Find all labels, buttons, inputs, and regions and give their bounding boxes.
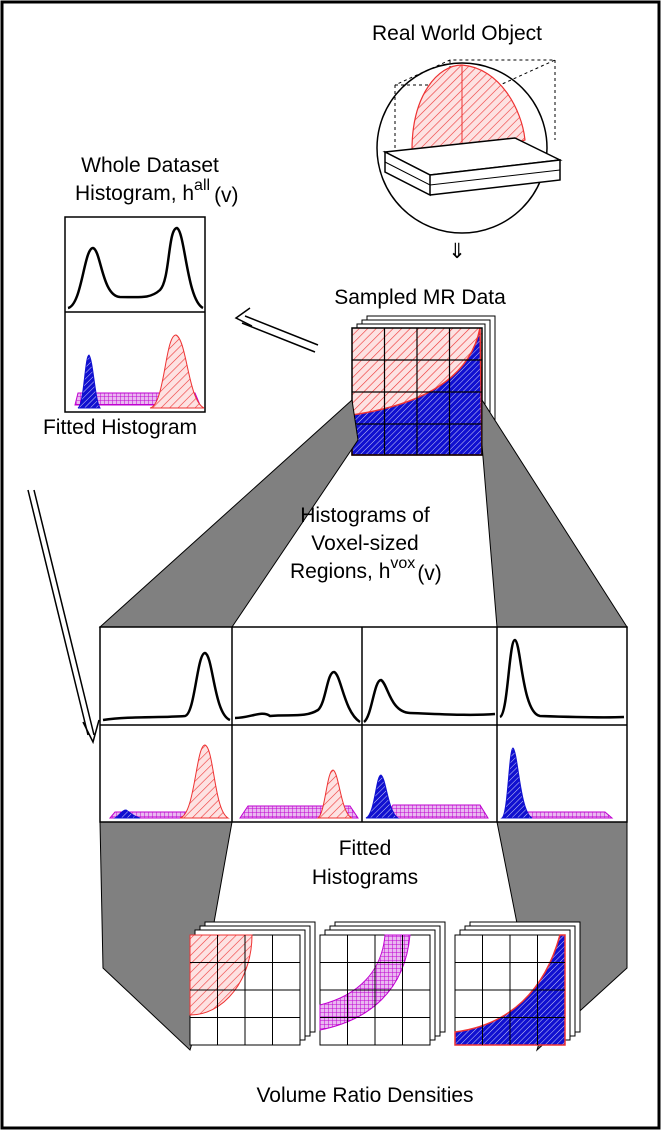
density-grid-blue (455, 922, 580, 1045)
label-line: Regions, h (290, 560, 390, 583)
real-world-object (377, 60, 560, 233)
superscript: all (194, 177, 210, 194)
voxel-histogram-grid-part (385, 805, 488, 818)
voxel-histogram-grid (100, 627, 627, 822)
volume-ratio-densities-label: Volume Ratio Densities (256, 1084, 473, 1107)
density-grid-magenta (320, 922, 445, 1045)
whole-dataset-label: Histogram, hall(v) (75, 177, 239, 207)
sampled-grid (352, 316, 495, 455)
arrow-part (28, 490, 94, 735)
suffix: (v) (417, 562, 442, 585)
whole-dataset-label: Whole Dataset (81, 154, 219, 177)
sampled-mr-data-label: Sampled MR Data (334, 286, 506, 309)
voxel-histograms-label: Histograms of (300, 504, 430, 527)
label-line: Histograms (312, 866, 418, 889)
arrow-part (242, 316, 318, 352)
label-line: Voxel-sized (311, 532, 418, 555)
label-line: Whole Dataset (81, 154, 219, 177)
down-arrow: ⇓ (448, 240, 466, 263)
label-line: Histogram, h (75, 182, 194, 205)
suffix: (v) (214, 184, 239, 207)
page: {"real_world_object": "Real World Object… (0, 0, 661, 1130)
label-line: Fitted (339, 837, 392, 860)
voxel-histograms-label: Regions, hvox(v) (290, 555, 442, 585)
diagram: Real World Object ⇓ Whole Dataset Histog… (0, 0, 661, 1130)
fitted-histogram-label: Fitted Histogram (43, 416, 197, 439)
fitted-histograms-label: Fitted (339, 837, 392, 860)
real-world-object-label: Real World Object (372, 22, 542, 45)
voxel-histograms-label: Voxel-sized (311, 532, 418, 555)
superscript: vox (390, 555, 415, 572)
whole-histogram (65, 217, 205, 412)
funnel-part (482, 400, 627, 627)
label-line: Histograms of (300, 504, 430, 527)
density-grid-red (190, 922, 315, 1045)
fitted-histograms-label: Histograms (312, 866, 418, 889)
